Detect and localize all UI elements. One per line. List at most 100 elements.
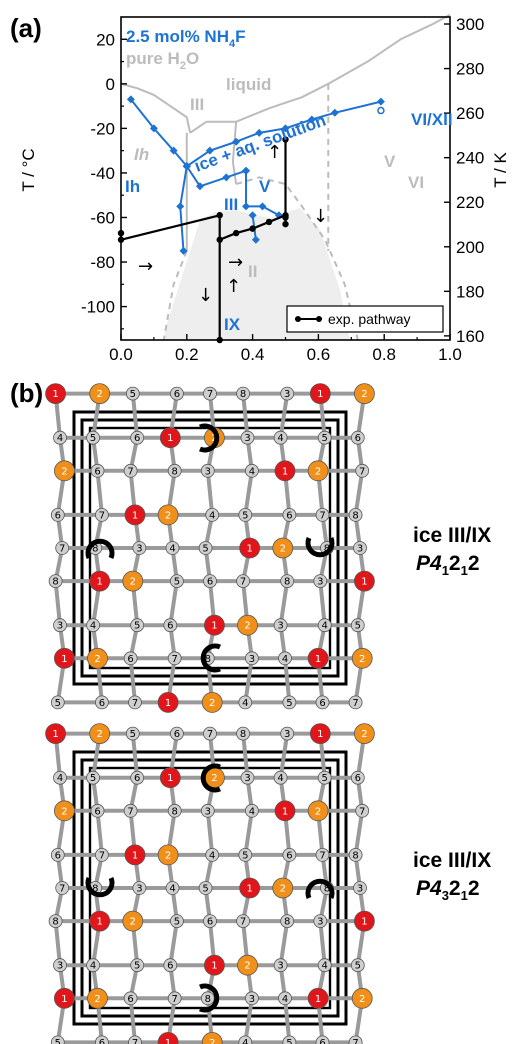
bottom-atom-label-55: 4 (90, 961, 96, 972)
axes: 0.0 0.2 0.4 0.6 0.8 1.0200-20-40-60-80-100300… (19, 15, 510, 370)
series-9-point-2 (222, 173, 231, 182)
panel-b-crystal-structures: (b) 1 2 5 6 7 8 3 1 2 4 5 6 1 2 3 4 5 6 2 6 7 8 3 4 1 2 7 6 7 1 2 4 5 6 7 8… (10, 378, 491, 1044)
top-atom-label-62: 5 (355, 621, 361, 632)
bottom-atom-label-7: 1 (317, 729, 323, 740)
top-atom-label-17: 6 (355, 433, 361, 444)
top-atom-label-40: 5 (202, 544, 208, 555)
top-atom-29 (124, 504, 146, 526)
legend-label: exp. pathway (328, 311, 411, 327)
bottom-atom-7 (309, 723, 331, 745)
annotation-liquid: liquid (226, 75, 271, 94)
bottom-atom-label-29: 1 (132, 850, 138, 861)
bottom-atom-54 (53, 958, 67, 973)
top-atom-12 (159, 427, 181, 449)
structure-p41212: 1 2 5 6 7 8 3 1 2 4 5 6 1 2 3 4 5 6 2 6 7 8 3 4 1 2 7 6 7 1 2 4 5 6 7 8 7 8 3 4… (45, 383, 375, 713)
bottom-atom-label-15: 4 (277, 773, 283, 784)
top-atom-60 (273, 618, 288, 633)
bottom-atom-label-70: 1 (315, 994, 321, 1005)
annotation-blue-ix: IX (224, 315, 241, 334)
top-bond-v-19 (95, 470, 104, 516)
top-atom-label-36: 7 (59, 544, 65, 555)
bottom-atom-58 (203, 954, 225, 976)
bottom-atom-label-42: 2 (280, 884, 286, 895)
top-atom-16 (317, 430, 332, 445)
top-atom-65 (123, 651, 138, 666)
bottom-atom-25 (307, 800, 329, 822)
bottom-atom-80 (348, 1035, 363, 1044)
top-atom-71 (351, 647, 373, 669)
top-atom-33 (282, 507, 297, 522)
top-atom-label-69: 4 (282, 654, 288, 665)
top-atom-label-8: 2 (361, 389, 367, 400)
bottom-atom-label-63: 1 (61, 994, 67, 1005)
top-atom-label-28: 7 (99, 510, 105, 521)
bottom-atom-label-54: 3 (57, 961, 63, 972)
annotation-blue-vi-xii: VI/XII (411, 110, 453, 129)
bottom-atom-78 (282, 1035, 297, 1044)
bottom-atom-69 (278, 991, 292, 1006)
top-atom-label-60: 3 (277, 621, 283, 632)
series-9-point-1 (195, 182, 204, 191)
bottom-atom-label-20: 7 (127, 806, 133, 817)
bottom-atom-label-67: 8 (205, 994, 211, 1005)
top-atom-2 (125, 386, 140, 401)
bottom-atom-label-75: 1 (165, 1038, 171, 1044)
bottom-atom-22 (200, 803, 215, 818)
bottom-atom-label-48: 5 (174, 917, 180, 928)
bottom-bond-v-2 (130, 733, 140, 778)
bottom-atom-2 (125, 726, 140, 741)
top-atom-label-54: 3 (57, 621, 63, 632)
series-line-7 (130, 98, 188, 167)
arrow-up-1: ↑ (226, 276, 241, 297)
bottom-atom-0 (45, 723, 66, 745)
top-atom-label-53: 1 (361, 577, 367, 588)
annotation-grey-vi: VI (408, 173, 424, 192)
bottom-atom-label-43: 8 (324, 884, 330, 895)
top-screw-arrow-0 (199, 423, 220, 453)
bottom-atom-41 (239, 877, 261, 899)
bottom-bond-v-26 (353, 810, 365, 856)
bottom-bond-v-68 (243, 998, 254, 1043)
bottom-screw-arrow-1 (199, 983, 220, 1013)
top-atom-40 (198, 541, 213, 555)
top-atom-label-71: 2 (359, 654, 365, 665)
top-atom-24 (274, 460, 296, 482)
bottom-atom-12 (159, 767, 181, 789)
bottom-atom-label-57: 6 (167, 961, 173, 972)
y2-tick-label-3: 240 (456, 149, 484, 168)
top-atom-35 (348, 507, 363, 522)
top-atom-label-51: 8 (284, 577, 290, 588)
top-atom-label-30: 2 (165, 510, 171, 521)
bottom-atom-label-73: 6 (99, 1038, 105, 1044)
bottom-atom-label-44: 3 (357, 884, 363, 895)
top-atom-label-44: 3 (357, 544, 363, 555)
top-atom-label-21: 8 (172, 466, 178, 477)
top-atom-62 (350, 618, 365, 633)
bottom-atom-label-51: 8 (284, 917, 290, 928)
top-atom-36 (55, 541, 70, 555)
bottom-atom-70 (307, 987, 329, 1009)
top-atom-label-29: 1 (132, 510, 138, 521)
bottom-atom-10 (86, 770, 100, 785)
structure-top-spacegroup: P41212 (416, 552, 480, 578)
top-atom-10 (86, 430, 100, 445)
top-atom-label-10: 5 (90, 433, 96, 444)
annotation-blue-iii: III (224, 195, 238, 214)
bottom-atom-65 (123, 991, 138, 1006)
x-axis-title: p / GPa (256, 369, 315, 370)
legend-marker-right (316, 316, 322, 322)
bottom-atom-64 (87, 987, 108, 1009)
top-atom-label-47: 2 (130, 577, 136, 588)
top-atom-label-31: 4 (209, 510, 215, 521)
top-atom-label-56: 5 (134, 621, 140, 632)
arrow-up-2: ↑ (267, 142, 282, 163)
bottom-atom-label-62: 5 (355, 961, 361, 972)
bottom-atom-label-66: 7 (172, 994, 178, 1005)
top-atom-label-3: 6 (174, 389, 180, 400)
bottom-atom-label-37: 8 (92, 884, 98, 895)
bottom-atom-label-74: 7 (132, 1038, 138, 1044)
series-10-point-0 (182, 162, 191, 171)
top-atom-label-11: 6 (134, 433, 140, 444)
top-atom-label-65: 6 (127, 654, 133, 665)
bottom-atom-label-50: 7 (240, 917, 246, 928)
